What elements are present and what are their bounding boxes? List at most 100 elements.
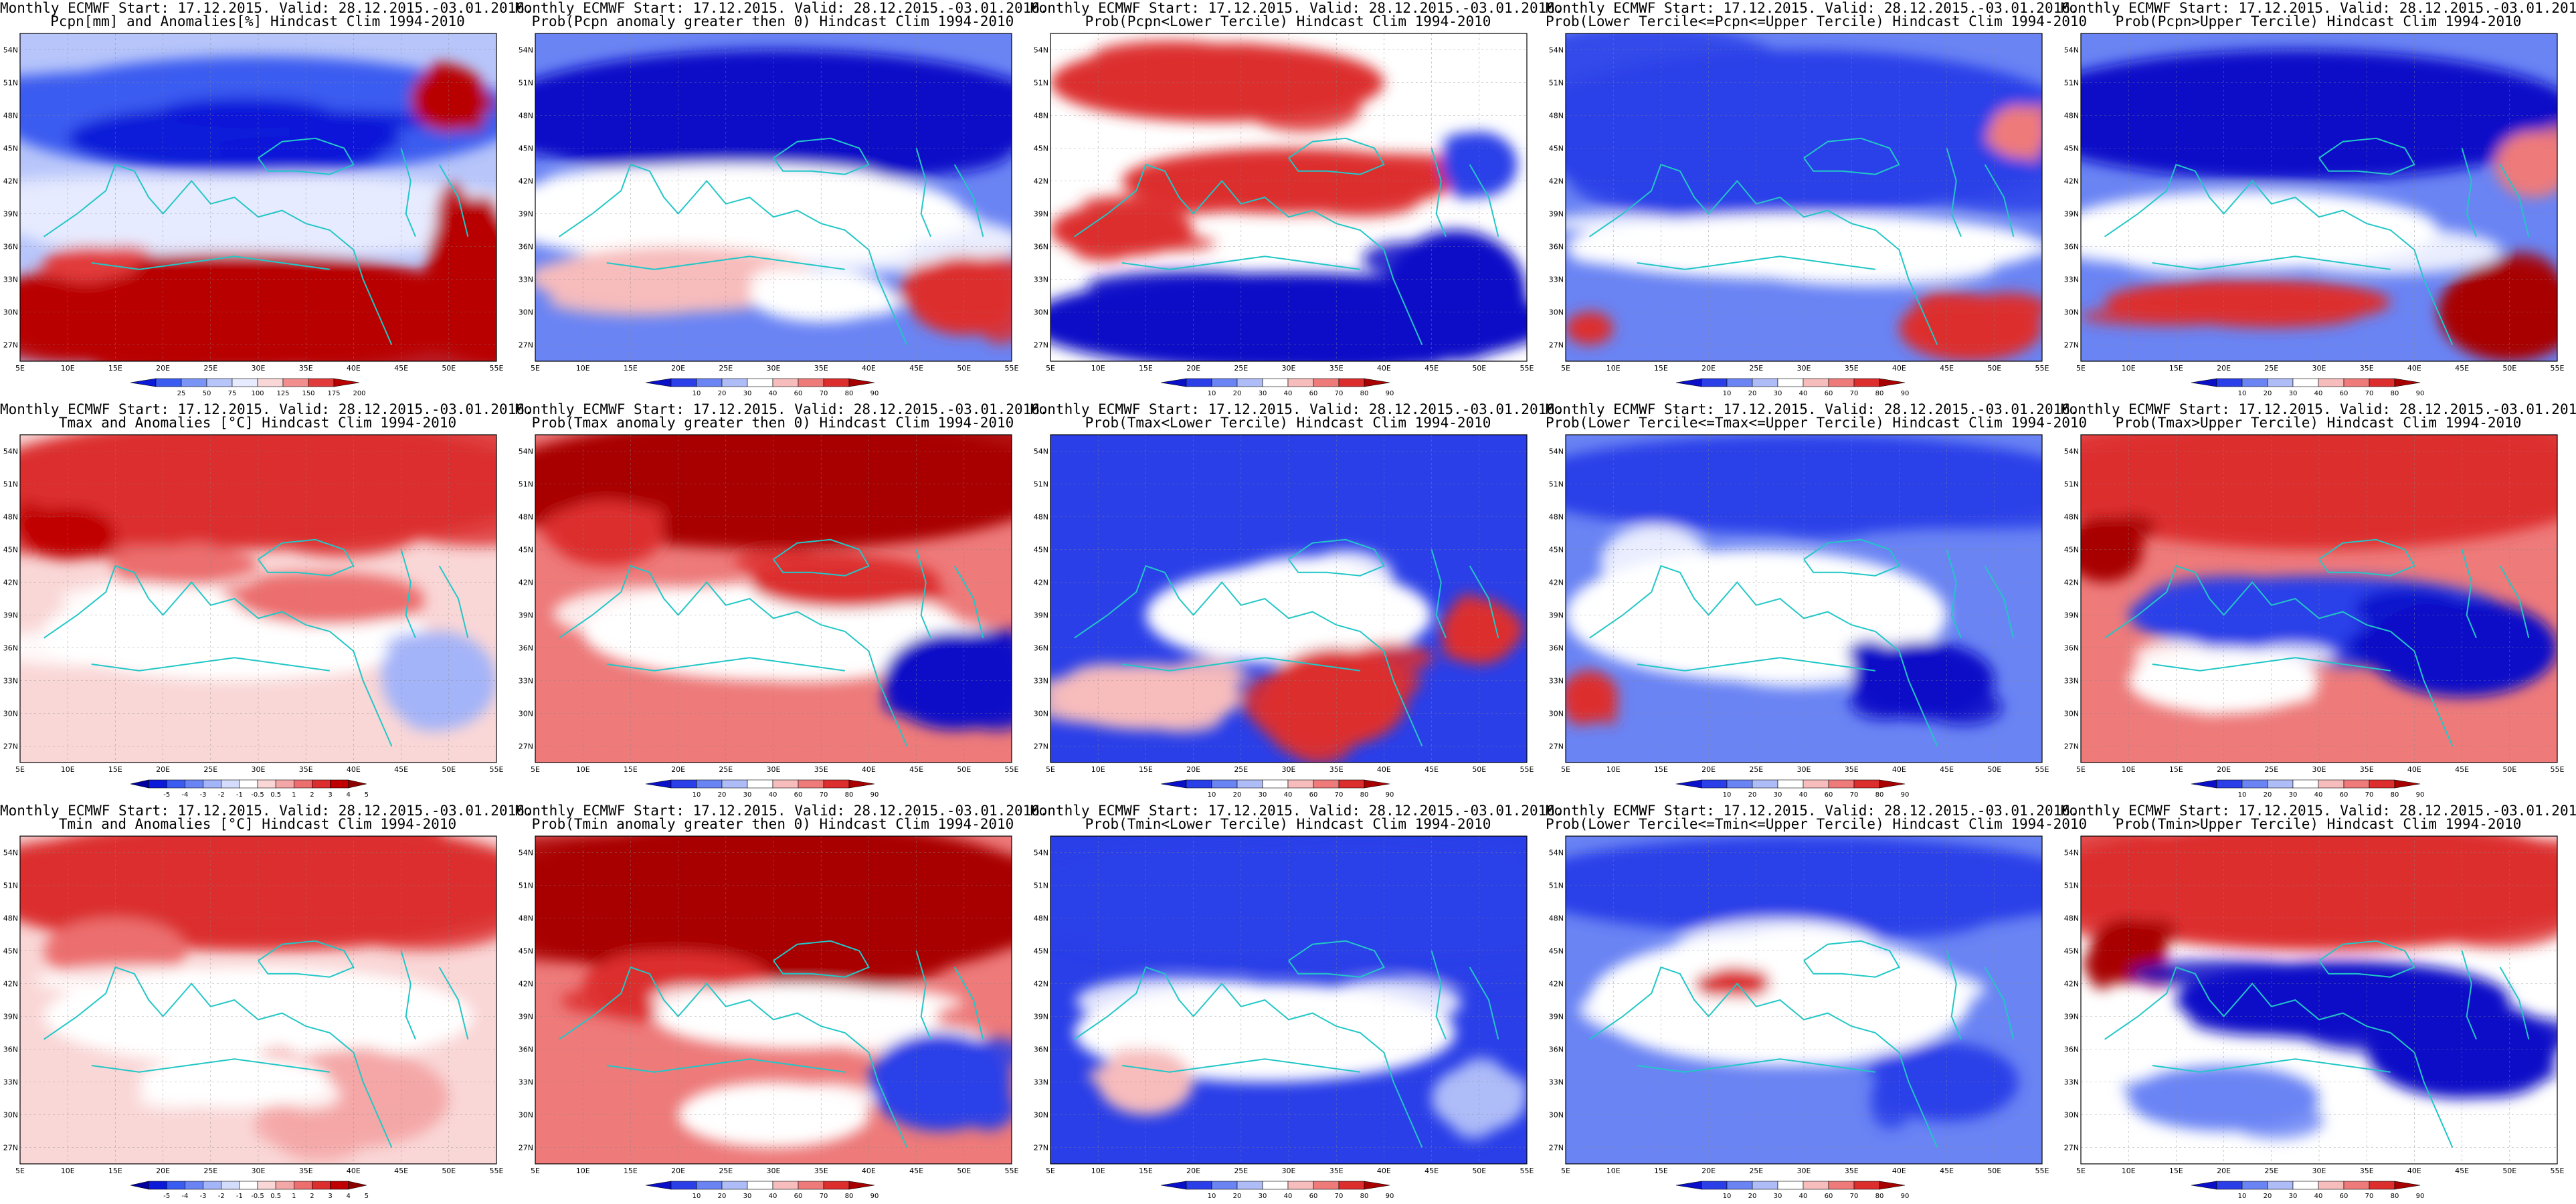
panel-title-line2: Prob(Tmax anomaly greater then 0) Hindca… [531,415,1014,431]
colorbar-swatch [798,779,824,789]
lat-tick-label: 54N [1034,46,1048,55]
colorbar-swatch [1186,779,1212,789]
colorbar-label: 20 [718,791,727,799]
lon-tick-label: 45E [1940,364,1954,373]
colorbar-label: 20 [718,1193,727,1200]
lon-tick-label: 45E [909,1167,923,1175]
colorbar-swatch [2369,779,2395,789]
lat-tick-label: 54N [3,46,18,55]
lat-tick-label: 42N [2064,579,2079,587]
colorbar-swatch [1752,378,1778,387]
lon-tick-label: 40E [1377,765,1391,774]
lat-tick-label: 42N [1549,980,1564,989]
colorbar-label: 60 [2340,1193,2349,1200]
lon-tick-label: 25E [2264,765,2278,774]
lat-tick-label: 36N [3,1045,18,1054]
colorbar-swatch [1777,1181,1804,1190]
lat-tick-label: 45N [1549,947,1564,956]
lon-tick-label: 30E [1282,364,1296,373]
colorbar: 10 20 30 40 60 70 80 90 [1675,378,1909,397]
lat-tick-label: 45N [3,947,18,956]
map-panel: Monthly ECMWF Start: 17.12.2015. Valid: … [0,401,533,803]
colorbar-swatch [1211,779,1238,789]
lon-tick-label: 5E [2076,1167,2086,1175]
colorbar: 10 20 30 40 60 70 80 90 [645,378,879,397]
lon-tick-label: 50E [1987,1167,2001,1175]
colorbar-label: 90 [1386,390,1394,397]
colorbar-label: 60 [794,791,803,799]
lat-tick-label: 48N [1549,914,1564,923]
lon-tick-label: 40E [347,765,361,774]
colorbar-label: 10 [2238,1193,2247,1200]
lat-tick-label: 51N [1034,79,1048,88]
colorbar-label: 60 [2340,791,2349,799]
colorbar-label: 200 [353,390,365,397]
colorbar-label: 10 [1208,390,1216,397]
lat-tick-label: 33N [519,1078,533,1087]
colorbar-label: -0.5 [251,1193,264,1200]
colorbar-swatch [772,779,799,789]
lon-tick-label: 15E [1139,765,1153,774]
lat-tick-label: 39N [2064,210,2079,219]
colorbar-label: 3 [328,791,332,799]
panel-title-line2: Tmax and Anomalies [°C] Hindcast Clim 19… [58,415,457,431]
field-shading [2081,836,2557,1164]
colorbar-label: 30 [2289,390,2298,397]
lon-tick-label: 20E [671,364,685,373]
lat-tick-label: 48N [1034,914,1048,923]
colorbar-label: 75 [228,390,237,397]
panel-title-line1: Monthly ECMWF Start: 17.12.2015. Valid: … [2061,401,2576,417]
colorbar-label: 80 [845,1193,854,1200]
lat-tick-label: 27N [519,341,533,350]
colorbar-label: 90 [1386,1193,1394,1200]
lat-tick-label: 30N [1549,1111,1564,1120]
colorbar-swatch [2241,1181,2268,1190]
panel-title-line1: Monthly ECMWF Start: 17.12.2015. Valid: … [2061,0,2576,16]
colorbar-swatch [1262,378,1289,387]
colorbar-swatch [1211,1181,1238,1190]
lon-tick-label: 35E [299,1167,313,1175]
lat-tick-label: 39N [3,611,18,620]
colorbar-swatch [2369,1181,2395,1190]
lon-tick-label: 5E [531,364,540,373]
lat-tick-label: 39N [1549,611,1564,620]
lon-tick-label: 20E [2217,765,2231,774]
panel-title-line2: Prob(Lower Tercile<=Pcpn<=Upper Tercile)… [1546,13,2088,29]
lat-tick-label: 45N [1034,546,1048,555]
colorbar-swatch [282,378,309,387]
lon-tick-label: 40E [2407,364,2421,373]
colorbar: 10 20 30 40 60 70 80 90 [1160,1181,1394,1200]
map-canvas: 27N 30N 33N 36N 39N 42N 45N 48N 51N 54N 5E 10E 15E 20… [1034,33,1534,397]
map-panel: Monthly ECMWF Start: 17.12.2015. Valid: … [2061,401,2576,803]
map-panel: Monthly ECMWF Start: 17.12.2015. Valid: … [1546,401,2087,803]
colorbar-label: 40 [1284,390,1293,397]
colorbar-swatch [2343,779,2370,789]
colorbar-label: 10 [1208,1193,1216,1200]
lon-tick-label: 10E [1091,1167,1105,1175]
lon-tick-label: 25E [1234,364,1248,373]
lon-tick-label: 45E [1940,1167,1954,1175]
panel-title-line2: Prob(Tmin>Upper Tercile) Hindcast Clim 1… [2115,816,2522,832]
colorbar-label: 70 [1335,1193,1344,1200]
map-frame [1050,434,1528,763]
lat-tick-label: 36N [1549,243,1564,252]
colorbar-label: 10 [693,390,701,397]
lon-tick-label: 5E [1561,765,1570,774]
colorbar-label: 30 [1774,791,1782,799]
lat-tick-label: 45N [519,546,533,555]
lon-tick-label: 45E [1424,1167,1439,1175]
lat-tick-label: 27N [1034,1144,1048,1152]
lon-tick-label: 15E [2169,765,2183,774]
colorbar-swatch [1853,378,1880,387]
panel-title-line2: Prob(Tmax>Upper Tercile) Hindcast Clim 1… [2115,415,2522,431]
lon-tick-label: 5E [15,364,25,373]
lat-tick-label: 33N [519,276,533,284]
lon-tick-label: 30E [252,364,266,373]
panel-title-line1: Monthly ECMWF Start: 17.12.2015. Valid: … [1030,803,1564,819]
colorbar-swatch [2267,779,2294,789]
colorbar-swatch [1828,779,1855,789]
colorbar-swatch [239,1181,258,1190]
map-canvas: 27N 30N 33N 36N 39N 42N 45N 48N 51N 54N 5E 10E 15E 20… [3,33,504,397]
lat-tick-label: 51N [3,79,18,88]
